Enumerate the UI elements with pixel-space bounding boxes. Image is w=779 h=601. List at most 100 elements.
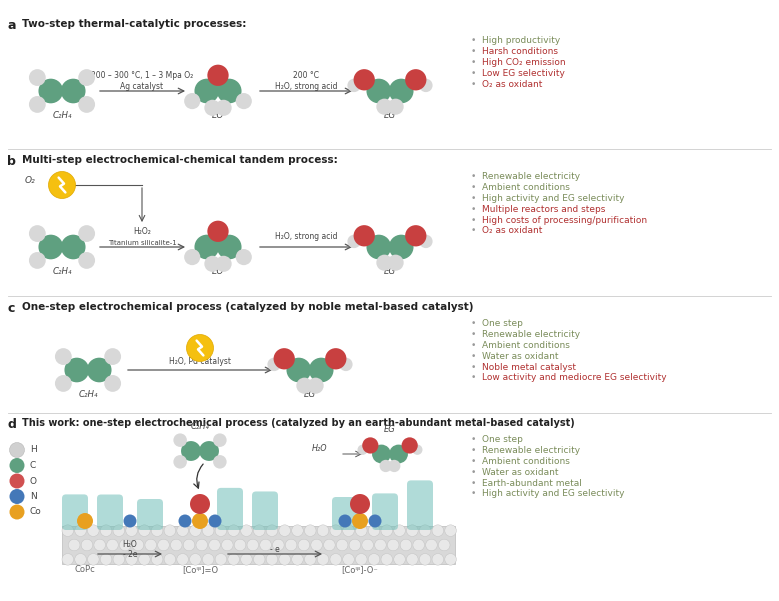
Circle shape [330,525,341,537]
Circle shape [207,221,229,242]
Text: c: c [7,302,14,315]
Circle shape [419,525,431,537]
Circle shape [62,554,73,565]
Text: EG: EG [304,390,316,399]
Circle shape [228,525,239,537]
Circle shape [389,234,414,259]
Circle shape [279,525,291,537]
Circle shape [368,514,382,528]
Circle shape [181,441,201,461]
Circle shape [266,554,278,565]
Circle shape [305,554,316,565]
Circle shape [393,554,405,565]
Text: •: • [471,352,477,361]
Circle shape [65,358,89,382]
Circle shape [75,525,86,537]
Circle shape [309,358,333,382]
Circle shape [196,539,207,551]
Circle shape [184,249,200,265]
Text: •: • [471,47,477,56]
Circle shape [390,445,408,463]
Text: a: a [7,19,16,32]
Circle shape [151,554,163,565]
Text: H₂O: H₂O [312,444,328,453]
Circle shape [379,460,392,472]
Circle shape [387,539,399,551]
Text: H₂O, Pd catalyst: H₂O, Pd catalyst [169,357,231,366]
Circle shape [413,539,425,551]
Text: EG: EG [384,111,396,120]
Circle shape [157,539,169,551]
Circle shape [298,539,310,551]
Text: Two-step thermal-catalytic processes:: Two-step thermal-catalytic processes: [22,19,246,29]
Text: d: d [7,418,16,431]
Circle shape [393,525,405,537]
Circle shape [259,539,271,551]
Circle shape [425,539,437,551]
Text: •: • [471,80,477,89]
Circle shape [199,441,219,461]
Text: EO: EO [212,111,224,120]
Text: Ambient conditions: Ambient conditions [482,341,570,350]
Circle shape [61,234,86,259]
FancyBboxPatch shape [372,485,398,530]
Circle shape [387,99,404,115]
Circle shape [354,225,375,246]
Text: •: • [471,58,477,67]
Circle shape [432,554,443,565]
Circle shape [164,554,176,565]
Text: High productivity: High productivity [482,37,560,46]
Text: Ambient conditions: Ambient conditions [482,457,570,466]
Text: High activity and EG selectivity: High activity and EG selectivity [482,489,625,498]
Text: EG: EG [384,267,396,276]
Text: •: • [471,216,477,225]
Circle shape [247,539,259,551]
Text: High costs of processing/purification: High costs of processing/purification [482,216,647,225]
Text: •: • [471,362,477,371]
Circle shape [204,256,220,272]
Circle shape [412,445,422,455]
Text: Renewable electricity: Renewable electricity [482,447,580,456]
Text: Harsh conditions: Harsh conditions [482,47,558,56]
Circle shape [376,99,393,115]
Circle shape [195,234,219,259]
Circle shape [203,554,214,565]
Text: Earth-abundant metal: Earth-abundant metal [482,479,582,487]
Circle shape [9,489,24,504]
Circle shape [9,442,24,457]
Text: EG: EG [384,425,396,434]
Circle shape [190,494,210,514]
Text: EO: EO [212,267,224,276]
Text: H₂O₂: H₂O₂ [133,227,151,236]
Circle shape [189,554,201,565]
Circle shape [405,225,426,246]
Text: •: • [471,194,477,203]
Circle shape [62,525,73,537]
FancyBboxPatch shape [407,489,433,530]
Circle shape [343,554,354,565]
Circle shape [228,554,239,565]
Circle shape [78,252,95,269]
Circle shape [104,375,121,392]
Circle shape [387,255,404,271]
Circle shape [171,539,182,551]
Circle shape [87,554,99,565]
Text: •: • [471,227,477,236]
Text: H: H [30,445,37,454]
Circle shape [376,255,393,271]
Circle shape [55,348,72,365]
Circle shape [104,348,121,365]
Circle shape [203,525,214,537]
Circle shape [132,539,144,551]
FancyBboxPatch shape [252,484,278,530]
Text: This work: one-step electrochemical process (catalyzed by an earth-abundant meta: This work: one-step electrochemical proc… [22,418,575,428]
Circle shape [139,554,150,565]
Text: C₂H₄: C₂H₄ [191,422,210,431]
Text: High CO₂ emission: High CO₂ emission [482,58,566,67]
Circle shape [209,539,220,551]
Circle shape [325,348,347,370]
Text: •: • [471,320,477,329]
Circle shape [164,525,176,537]
Circle shape [195,79,219,103]
Circle shape [213,433,227,447]
